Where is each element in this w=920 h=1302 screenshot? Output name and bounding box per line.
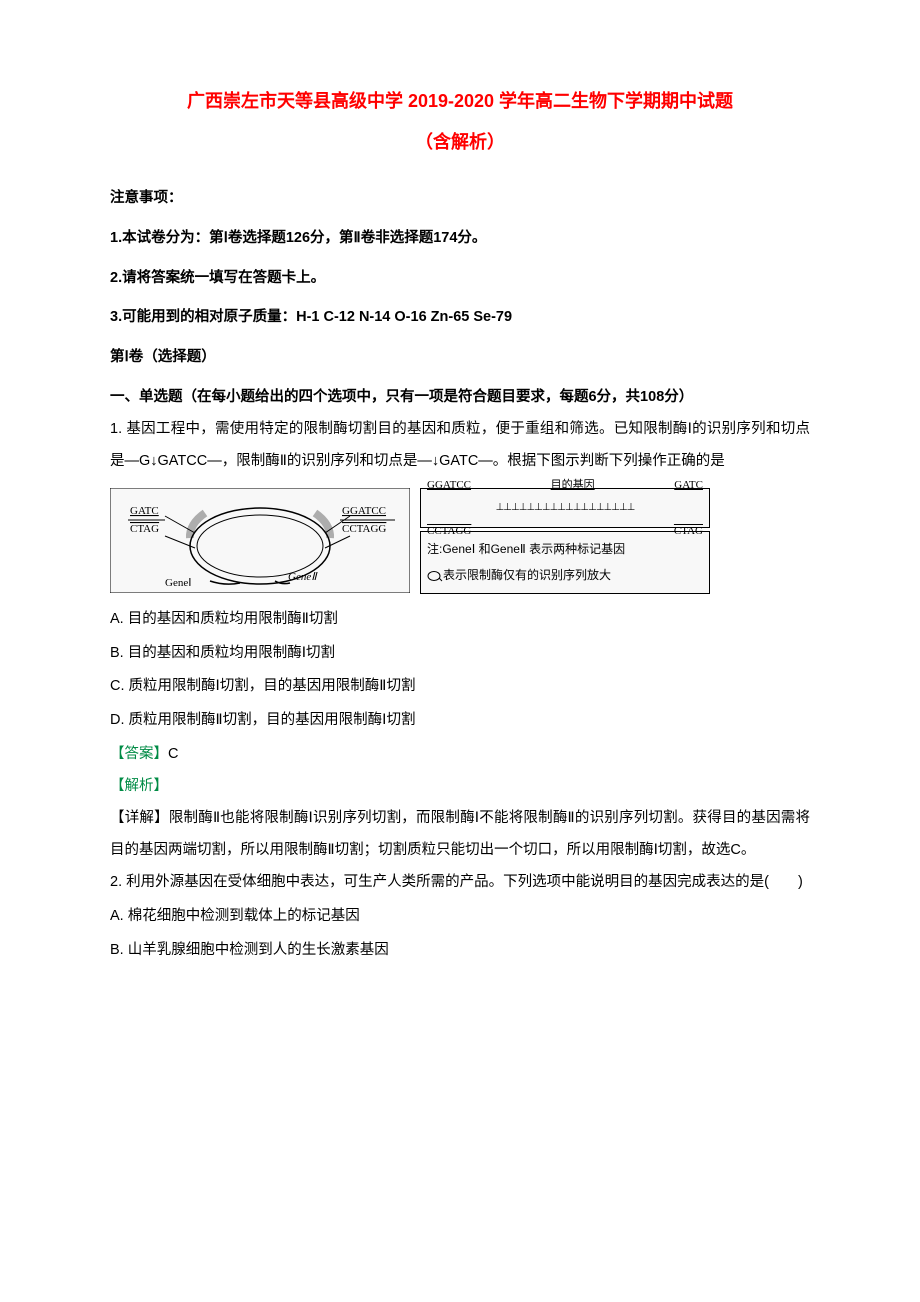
svg-text:GeneⅡ: GeneⅡ <box>288 571 318 583</box>
notice-item-1: 1.本试卷分为：第Ⅰ卷选择题126分，第Ⅱ卷非选择题174分。 <box>110 223 810 255</box>
q1-figure: GATC CTAG GeneⅠ GGATCC CCTAGG GeneⅡ GGAT… <box>110 488 810 594</box>
exam-title-line2: （含解析） <box>110 123 810 163</box>
notice-item-3: 3.可能用到的相对原子质量：H-1 C-12 N-14 O-16 Zn-65 S… <box>110 302 810 334</box>
q1-option-c: C. 质粒用限制酶Ⅰ切割，目的基因用限制酶Ⅱ切割 <box>110 671 810 703</box>
svg-text:CCTAGG: CCTAGG <box>342 523 386 535</box>
svg-text:GeneⅠ: GeneⅠ <box>165 577 191 589</box>
q1-answer-row: 【答案】C <box>110 739 810 771</box>
target-gene-label: 目的基因 <box>551 473 595 497</box>
note-line2-text: 表示限制酶仅有的识别序列放大 <box>443 568 611 582</box>
part1-heading: 第Ⅰ卷（选择题） <box>110 342 810 374</box>
seq-right-bot: CTAG <box>674 519 703 543</box>
target-gene-diagram: GGATCC 目的基因 GATC ⊥⊥⊥⊥⊥⊥⊥⊥⊥⊥⊥⊥⊥⊥⊥⊥⊥⊥ CCTA… <box>420 488 710 594</box>
gene-sequence-box: GGATCC 目的基因 GATC ⊥⊥⊥⊥⊥⊥⊥⊥⊥⊥⊥⊥⊥⊥⊥⊥⊥⊥ CCTA… <box>420 488 710 528</box>
note-line2: 表示限制酶仅有的识别序列放大 <box>427 562 703 588</box>
tick-marks: ⊥⊥⊥⊥⊥⊥⊥⊥⊥⊥⊥⊥⊥⊥⊥⊥⊥⊥ <box>496 497 635 519</box>
q2-stem: 2. 利用外源基因在受体细胞中表达，可生产人类所需的产品。下列选项中能说明目的基… <box>110 867 810 899</box>
q2-option-b: B. 山羊乳腺细胞中检测到人的生长激素基因 <box>110 935 810 967</box>
svg-text:CTAG: CTAG <box>130 523 159 535</box>
q1-option-d: D. 质粒用限制酶Ⅱ切割，目的基因用限制酶Ⅰ切割 <box>110 705 810 737</box>
q1-stem: 1. 基因工程中，需使用特定的限制酶切割目的基因和质粒，便于重组和筛选。已知限制… <box>110 414 810 478</box>
svg-text:GATC: GATC <box>130 505 159 517</box>
q1-detail: 【详解】限制酶Ⅱ也能将限制酶Ⅰ识别序列切割，而限制酶Ⅰ不能将限制酶Ⅱ的识别序列切… <box>110 803 810 867</box>
q1-answer: C <box>168 746 178 762</box>
notice-heading: 注意事项： <box>110 183 810 215</box>
q1-option-a: A. 目的基因和质粒均用限制酶Ⅱ切割 <box>110 604 810 636</box>
answer-label: 【答案】 <box>110 746 168 762</box>
exam-title-line1: 广西崇左市天等县高级中学 2019-2020 学年高二生物下学期期中试题 <box>110 80 810 123</box>
q2-option-a: A. 棉花细胞中检测到载体上的标记基因 <box>110 901 810 933</box>
analysis-label: 【解析】 <box>110 771 810 803</box>
magnify-icon <box>427 570 443 582</box>
q1-option-b: B. 目的基因和质粒均用限制酶Ⅰ切割 <box>110 638 810 670</box>
plasmid-diagram: GATC CTAG GeneⅠ GGATCC CCTAGG GeneⅡ <box>110 488 410 593</box>
section1-heading: 一、单选题（在每小题给出的四个选项中，只有一项是符合题目要求，每题6分，共108… <box>110 382 810 414</box>
notice-item-2: 2.请将答案统一填写在答题卡上。 <box>110 263 810 295</box>
seq-left-top: GGATCC <box>427 473 471 497</box>
seq-right-top: GATC <box>674 473 703 497</box>
svg-text:GGATCC: GGATCC <box>342 505 386 517</box>
